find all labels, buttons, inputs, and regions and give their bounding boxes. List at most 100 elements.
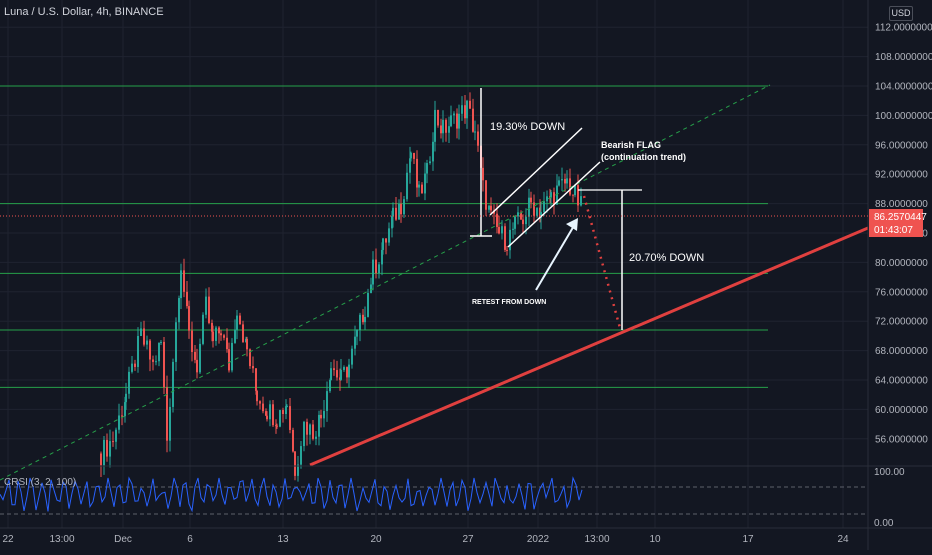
candle-body	[458, 113, 460, 129]
candle-body	[188, 306, 190, 331]
indicator-axis-top: 100.00	[874, 467, 905, 478]
candle-body	[266, 415, 268, 420]
candle-body	[259, 401, 261, 404]
candle-body	[381, 249, 383, 265]
candle-body	[212, 331, 214, 341]
candle-body	[100, 453, 102, 466]
candle-body	[517, 212, 519, 217]
annotation-drop-1: 19.30% DOWN	[490, 121, 565, 133]
price-axis-label: 92.0000000	[875, 170, 928, 181]
candle-body	[330, 368, 332, 380]
candle-body	[490, 205, 492, 211]
current-price-label: 86.2570447	[874, 212, 927, 223]
candle-body	[226, 337, 228, 350]
candle-body	[312, 424, 314, 439]
candle-body	[485, 180, 487, 210]
candle-body	[410, 152, 412, 159]
candle-body	[498, 226, 500, 234]
candle-body	[121, 415, 123, 417]
candle-body	[249, 349, 251, 367]
candle-body	[294, 451, 296, 476]
candle-body	[546, 196, 548, 202]
price-axis-label: 104.0000000	[875, 82, 932, 93]
price-axis-label: 88.0000000	[875, 199, 928, 210]
candle-body	[409, 158, 411, 173]
candle-body	[183, 270, 185, 292]
candle-body	[388, 228, 390, 243]
candle-body	[378, 264, 380, 274]
candle-body	[218, 327, 220, 334]
candle-body	[329, 379, 331, 392]
candle-body	[239, 315, 241, 325]
price-axis-label: 56.0000000	[875, 434, 928, 445]
price-axis-label: 80.0000000	[875, 258, 928, 269]
time-axis-label: 10	[649, 534, 661, 545]
candle-body	[528, 197, 530, 217]
candle-body	[276, 425, 278, 427]
candle-body	[426, 163, 428, 174]
candle-body	[472, 108, 474, 132]
candle-body	[215, 327, 217, 341]
candle-body	[178, 298, 180, 323]
time-axis[interactable]: 22 13:00 Dec 6 13 20 27 2022 13:00 10 17 24	[2, 534, 849, 545]
candle-body	[336, 370, 338, 378]
candle-body	[580, 196, 582, 206]
candle-body	[466, 100, 468, 119]
candle-body	[543, 201, 545, 213]
candle-body	[340, 369, 342, 380]
candle-body	[382, 238, 384, 250]
candle-body	[186, 291, 188, 307]
candle-body	[326, 391, 328, 411]
candle-body	[109, 441, 111, 457]
candle-body	[512, 228, 514, 230]
candle-body	[272, 404, 274, 426]
candle-body	[166, 387, 168, 441]
candle-body	[385, 238, 387, 243]
candle-body	[403, 199, 405, 215]
time-axis-label: 13	[277, 534, 289, 545]
candle-body	[320, 414, 322, 419]
chart-title: Luna / U.S. Dollar, 4h, BINANCE	[4, 6, 164, 18]
candle-body	[477, 131, 479, 146]
candle-body	[106, 439, 108, 457]
dashed-trendline[interactable]	[0, 84, 771, 481]
price-axis-label: 60.0000000	[875, 405, 928, 416]
candle-body	[434, 109, 436, 142]
candle-body	[103, 439, 105, 466]
price-axis[interactable]: 112.0000000 108.0000000 104.0000000 100.000…	[875, 23, 932, 446]
price-axis-label: 76.0000000	[875, 287, 928, 298]
rising-support-trendline[interactable]	[309, 226, 869, 467]
annotation-flag-subtitle: (continuation trend)	[601, 152, 686, 162]
candle-body	[522, 219, 524, 225]
candle-body	[303, 421, 305, 447]
candle-body	[205, 296, 207, 315]
candle-body	[564, 179, 566, 184]
candle-body	[432, 141, 434, 162]
time-axis-label: 13:00	[584, 534, 609, 545]
candle-body	[275, 425, 277, 427]
candle-body	[464, 105, 466, 119]
candle-body	[196, 359, 198, 373]
candle-body	[442, 119, 444, 134]
price-axis-label: 96.0000000	[875, 140, 928, 151]
candle-body	[418, 184, 420, 188]
time-axis-label: 2022	[527, 534, 550, 545]
currency-button[interactable]: USD	[889, 6, 913, 21]
candle-body	[234, 329, 236, 343]
candle-body	[169, 406, 171, 441]
candle-body	[429, 161, 431, 164]
candle-body	[501, 226, 503, 234]
flag-upper-line[interactable]	[489, 127, 583, 216]
candle-body	[469, 100, 471, 109]
candle-body	[306, 421, 308, 435]
candle-body	[354, 336, 356, 349]
candle-body	[242, 324, 244, 342]
candle-body	[315, 436, 317, 439]
flag-lower-line[interactable]	[507, 161, 601, 248]
candle-body	[445, 119, 447, 133]
candle-body	[297, 464, 299, 476]
candle-body	[453, 113, 455, 116]
candle-body	[115, 429, 117, 442]
